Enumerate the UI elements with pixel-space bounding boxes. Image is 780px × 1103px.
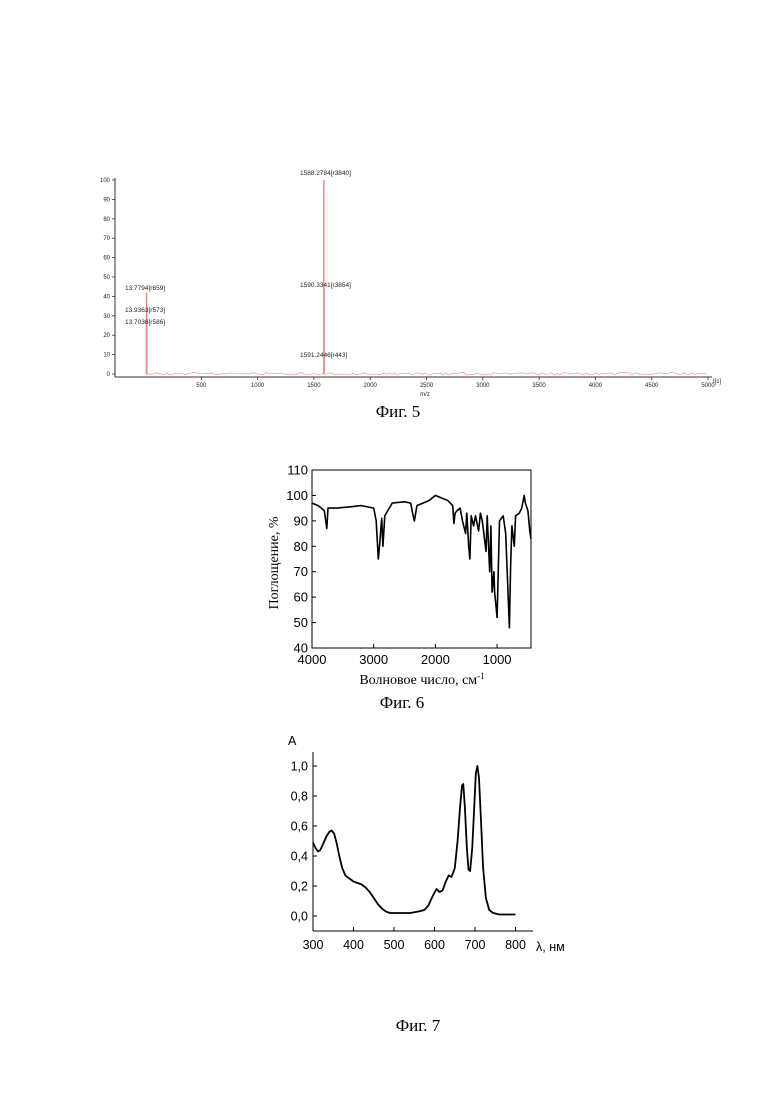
- ms-x-tick-label: 3500: [532, 383, 546, 389]
- ms-y-tick-label: 60: [103, 256, 110, 262]
- ir-y-tick-label: 90: [294, 513, 308, 528]
- ms-baseline-noise: [146, 373, 707, 376]
- uv-y-axis-label: A: [288, 734, 297, 748]
- ir-x-tick-label: 4000: [298, 652, 327, 667]
- uv-x-tick-label: 800: [505, 938, 526, 952]
- ms-y-tick-label: 0: [107, 372, 111, 378]
- ms-x-tick-label: 500: [196, 383, 207, 389]
- ir-x-axis-label: Волновое число, см-1: [359, 671, 484, 688]
- ms-y-tick-label: 90: [103, 197, 110, 203]
- ir-x-tick-label: 3000: [359, 652, 388, 667]
- ms-x-tick-label: 4500: [645, 383, 659, 389]
- uv-vis-spectrum-chart: 0,00,20,40,60,81,0 300400500600700800 A …: [288, 734, 565, 1035]
- ir-x-tick-label: 1000: [483, 652, 512, 667]
- ms-y-tick-label: 40: [103, 294, 110, 300]
- ms-y-tick-label: 20: [103, 333, 110, 339]
- ms-x-tick-label: 3000: [476, 383, 490, 389]
- ir-y-axis-label: Поглощение, %: [267, 516, 282, 609]
- figure-5-caption: Фиг. 5: [376, 402, 421, 421]
- ms-x-tick-label: 1000: [251, 383, 265, 389]
- ms-peak-label: 13.9363[r573]: [125, 307, 165, 314]
- ms-y-tick-label: 70: [103, 236, 110, 242]
- uv-y-tick-label: 0,6: [291, 820, 308, 834]
- ir-y-tick-label: 70: [294, 564, 308, 579]
- ms-peak-label: 1591.2446[r443]: [300, 352, 348, 359]
- ir-x-tick-label: 2000: [421, 652, 450, 667]
- uv-x-tick-label: 700: [465, 938, 486, 952]
- ir-series-line: [312, 495, 531, 627]
- uv-x-tick-label: 500: [384, 938, 405, 952]
- ms-peak-label: 1590.3341[r3854]: [300, 282, 351, 289]
- ir-y-tick-label: 100: [286, 488, 308, 503]
- uv-y-tick-label: 0,4: [291, 850, 308, 864]
- uv-x-tick-label: 600: [424, 938, 445, 952]
- ms-x-tick-label: 4000: [589, 383, 603, 389]
- ms-x-corner-label: I[c]: [713, 379, 721, 385]
- uv-y-tick-label: 0,0: [291, 910, 308, 924]
- ms-peak-label: 1588.2784[r3840]: [300, 170, 351, 177]
- uv-x-tick-label: 400: [343, 938, 364, 952]
- ms-peak-label: 13.7036[r586]: [125, 319, 165, 326]
- uv-x-axis-label: λ, нм: [536, 940, 565, 954]
- ir-y-tick-label: 110: [287, 463, 308, 478]
- ms-x-axis-label: m/z: [420, 392, 430, 398]
- ir-spectrum-chart: 405060708090100110 4000300020001000 Погл…: [267, 463, 531, 713]
- uv-x-tick-label: 300: [303, 938, 324, 952]
- ms-peak-label: 13.7794[r659]: [125, 285, 165, 292]
- ms-y-tick-label: 100: [100, 178, 111, 184]
- uv-y-tick-label: 0,8: [291, 790, 308, 804]
- uv-y-tick-label: 1,0: [291, 760, 308, 774]
- figure-6-caption: Фиг. 6: [380, 693, 425, 712]
- ms-x-tick-label: 2000: [364, 383, 378, 389]
- ms-x-tick-label: 2500: [420, 383, 434, 389]
- figure-7-caption: Фиг. 7: [396, 1016, 441, 1035]
- ir-y-tick-label: 60: [294, 590, 308, 605]
- ms-x-tick-label: 1500: [307, 383, 321, 389]
- ir-y-tick-label: 50: [294, 615, 308, 630]
- mass-spectrum-chart: 0 10 20 30 40 50 60 70 80 90 100 500 1000 1500 2000 25…: [100, 170, 721, 421]
- ms-y-tick-label: 50: [103, 275, 110, 281]
- uv-y-tick-label: 0,2: [291, 880, 308, 894]
- ir-y-tick-label: 80: [294, 539, 308, 554]
- ms-y-tick-label: 80: [103, 217, 110, 223]
- uv-series-line: [313, 766, 516, 915]
- ms-y-tick-label: 30: [103, 314, 110, 320]
- ms-y-tick-label: 10: [103, 353, 110, 359]
